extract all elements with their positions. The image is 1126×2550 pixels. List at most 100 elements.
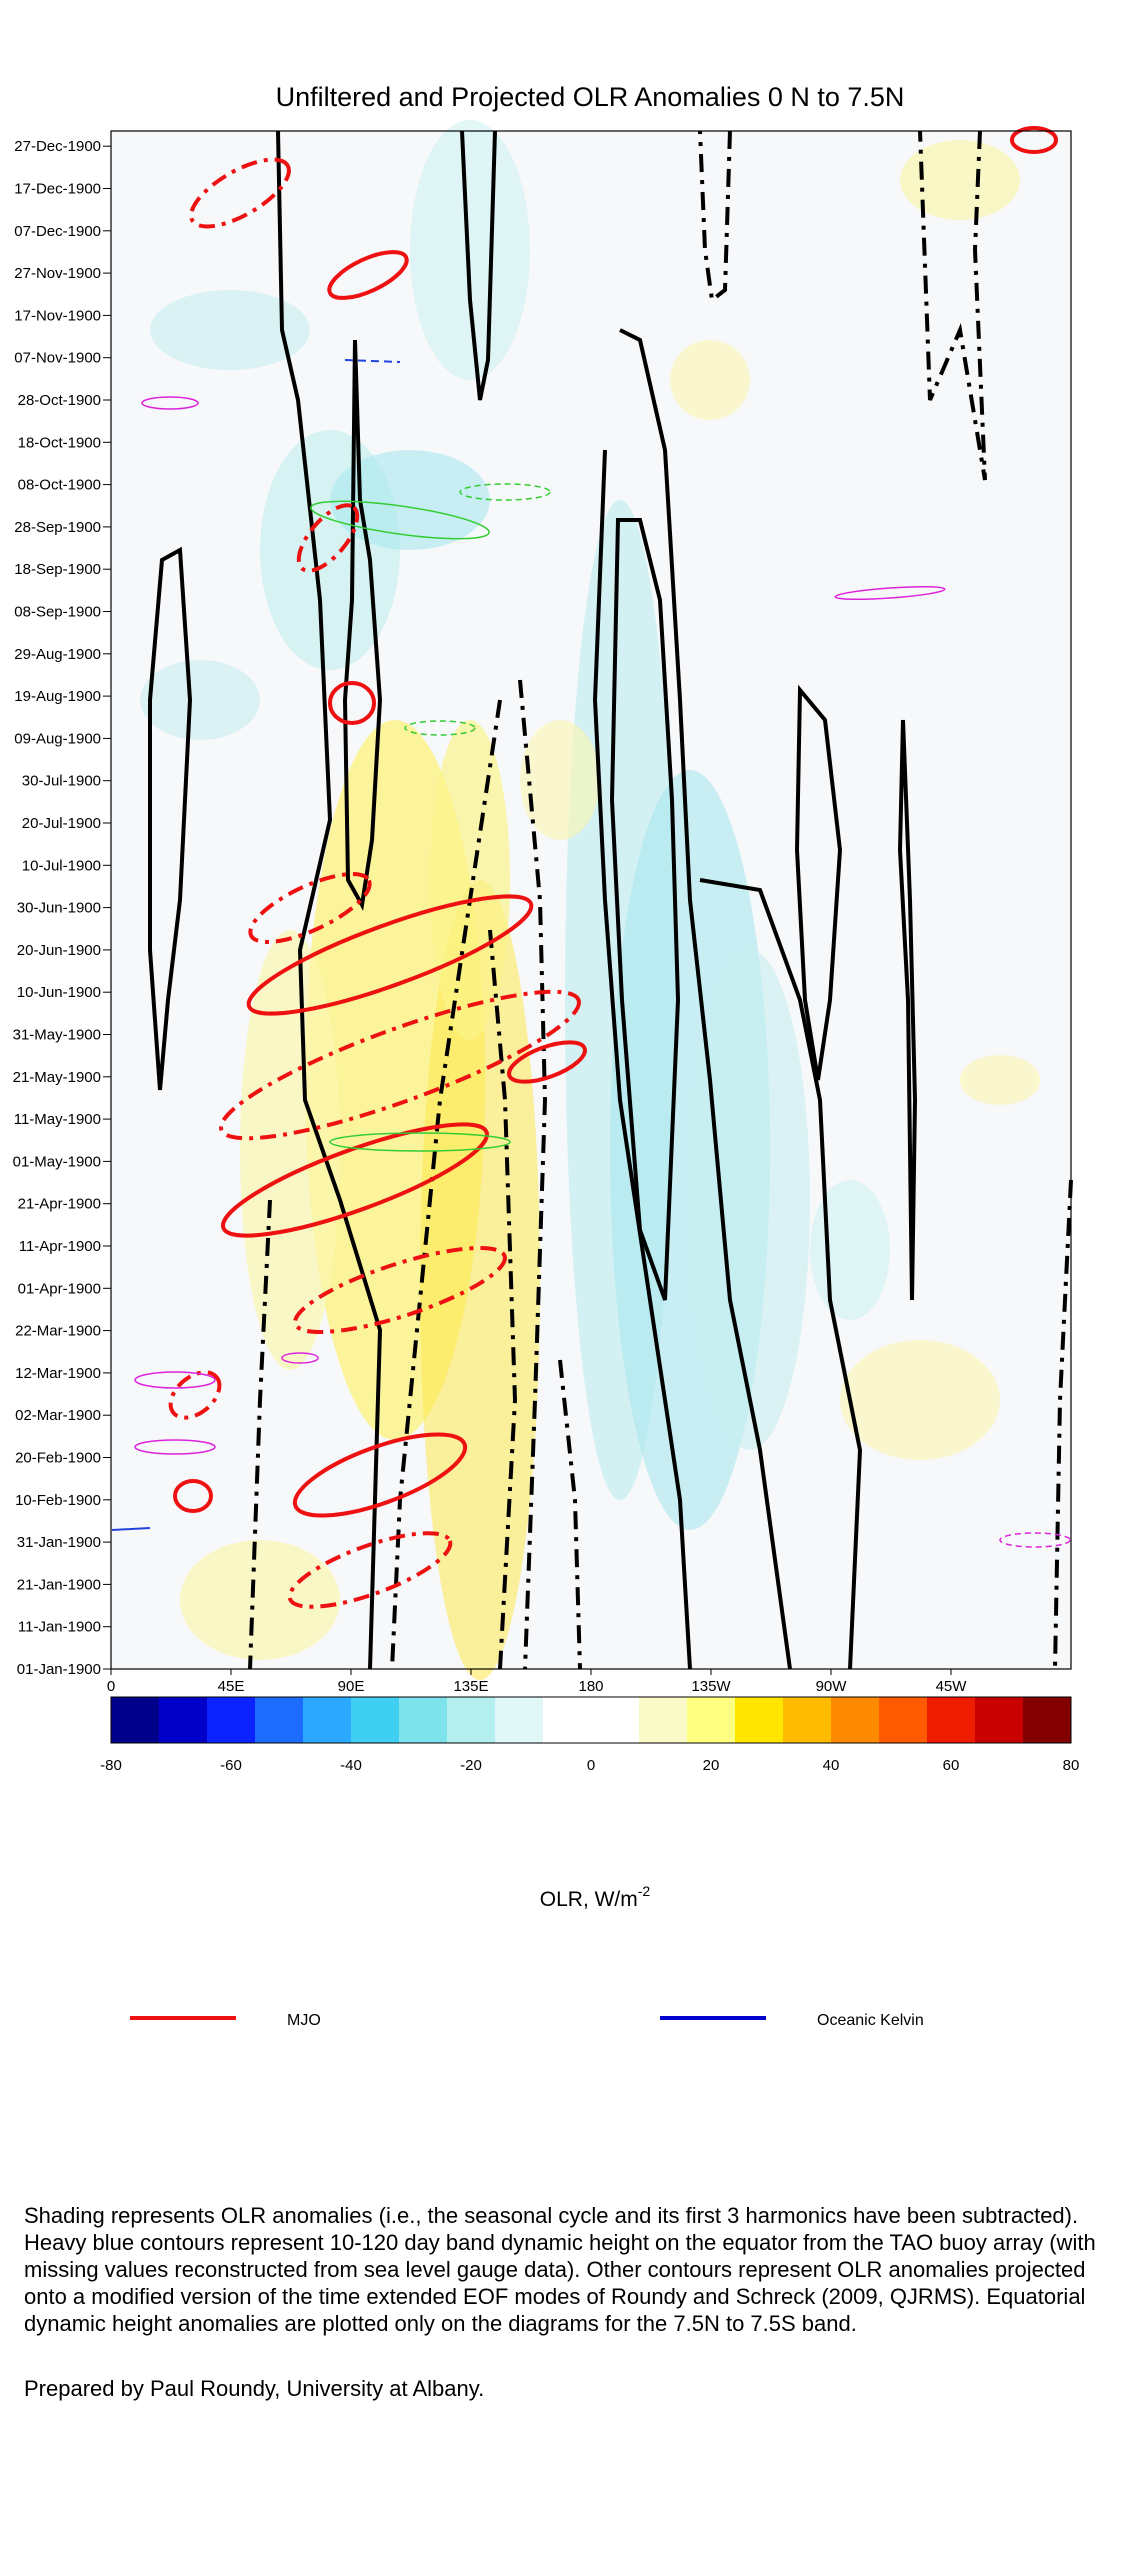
date-tick-label: 27-Nov-1900 xyxy=(14,265,101,282)
date-tick-label: 01-May-1900 xyxy=(13,1153,101,1170)
shading-blob xyxy=(840,1340,1000,1460)
kelvin-contour xyxy=(834,585,946,601)
westward-contour xyxy=(344,359,401,363)
hovmoller-figure: Unfiltered and Projected OLR Anomalies 0… xyxy=(13,82,1080,2029)
date-tick-label: 07-Nov-1900 xyxy=(14,350,101,367)
colorbar-frame xyxy=(110,1696,1072,1744)
colorbar-swatch xyxy=(159,1697,208,1743)
date-tick-label: 21-May-1900 xyxy=(13,1069,101,1086)
legend: MJOEquatorial RossbyKelvinOceanic Kelvin… xyxy=(130,2012,924,2029)
colorbar-swatch xyxy=(351,1697,400,1743)
colorbar-swatch xyxy=(975,1697,1024,1743)
date-tick-label: 07-Dec-1900 xyxy=(14,223,101,240)
date-tick-label: 12-Mar-1900 xyxy=(15,1365,101,1382)
date-tick-label: 18-Oct-1900 xyxy=(18,434,101,451)
lowpass-dashdot-contour xyxy=(248,1199,272,1670)
er-contour xyxy=(329,1132,511,1152)
date-tick-label: 18-Sep-1900 xyxy=(14,561,101,578)
credit-text: Prepared by Paul Roundy, University at A… xyxy=(24,2376,485,2401)
colorbar-label-exponent: -2 xyxy=(638,1883,651,1899)
colorbar-tick-label: 0 xyxy=(587,1757,595,1774)
date-tick-label: 11-May-1900 xyxy=(14,1111,101,1128)
date-tick-label: 09-Aug-1900 xyxy=(14,730,101,747)
colorbar-swatch xyxy=(831,1697,880,1743)
colorbar-tick-label: -20 xyxy=(460,1757,482,1774)
colorbar-swatch xyxy=(255,1697,304,1743)
kelvin-contour xyxy=(999,1532,1071,1548)
shading-blob xyxy=(960,1055,1040,1105)
date-tick-label: 28-Oct-1900 xyxy=(18,392,101,409)
date-tick-label: 29-Aug-1900 xyxy=(14,646,101,663)
colorbar-swatch xyxy=(111,1697,160,1743)
projected-contours xyxy=(111,126,1073,1670)
longitude-tick-label: 45E xyxy=(218,1678,245,1695)
colorbar-swatch xyxy=(735,1697,784,1743)
date-tick-label: 02-Mar-1900 xyxy=(15,1407,101,1424)
colorbar-label: OLR, W/m-2 xyxy=(540,1883,651,1911)
lowpass-contour xyxy=(794,684,843,1081)
colorbar-label-text: OLR, W/m xyxy=(540,1888,638,1911)
shading-blob xyxy=(140,660,260,740)
legend-label: Oceanic Kelvin xyxy=(817,2012,924,2029)
date-tick-label: 01-Apr-1900 xyxy=(18,1280,101,1297)
date-tick-label: 28-Sep-1900 xyxy=(14,519,101,536)
mjo-contour xyxy=(221,1122,489,1238)
date-tick-label: 30-Jun-1900 xyxy=(17,900,101,917)
colorbar-swatch xyxy=(399,1697,448,1743)
er-contour xyxy=(459,483,551,501)
date-tick-label: 31-May-1900 xyxy=(13,1027,101,1044)
colorbar-tick-label: -80 xyxy=(100,1757,122,1774)
colorbar-ticks: -80 -60 -40 -20 0 20 40 60 80 xyxy=(100,1757,1079,1774)
colorbar-swatch xyxy=(927,1697,976,1743)
date-tick-label: 08-Sep-1900 xyxy=(14,604,101,621)
colorbar-swatch xyxy=(783,1697,832,1743)
colorbar-tick-label: 40 xyxy=(823,1757,840,1774)
lowpass-contour xyxy=(609,518,681,1301)
lowpass-contour xyxy=(592,449,692,1670)
lowpass-dashdot-contour xyxy=(518,679,548,1670)
mjo-contour xyxy=(327,250,409,300)
date-tick-label: 27-Dec-1900 xyxy=(14,138,101,155)
mjo-contour xyxy=(1010,126,1058,154)
date-tick-label: 20-Jun-1900 xyxy=(17,942,101,959)
longitude-tick-label: 135E xyxy=(453,1678,488,1695)
colorbar-swatch xyxy=(207,1697,256,1743)
date-tick-label: 11-Apr-1900 xyxy=(19,1238,101,1255)
lowpass-contour xyxy=(619,328,792,1670)
longitude-tick-label: 0 xyxy=(107,1678,115,1695)
er-contour xyxy=(310,500,490,540)
mjo-contour xyxy=(292,1432,468,1518)
mjo-dashdot-contour xyxy=(296,503,360,573)
colorbar-swatch xyxy=(303,1697,352,1743)
mjo-contour xyxy=(507,1040,587,1084)
shading-blob xyxy=(430,720,510,1040)
date-tick-label: 21-Apr-1900 xyxy=(18,1196,101,1213)
shading-blob xyxy=(670,340,750,420)
colorbar-swatch xyxy=(639,1697,688,1743)
mjo-contour xyxy=(173,1479,213,1513)
legend-label: MJO xyxy=(287,2012,321,2029)
lowpass-contour xyxy=(342,339,383,912)
er-contour xyxy=(404,720,476,736)
mjo-dashdot-contour xyxy=(293,1245,507,1335)
date-tick-label: 11-Jan-1900 xyxy=(18,1619,101,1636)
mjo-contour xyxy=(246,894,534,1016)
colorbar-swatch xyxy=(687,1697,736,1743)
mjo-dashdot-contour xyxy=(287,1531,453,1609)
date-tick-label: 20-Jul-1900 xyxy=(22,815,101,832)
colorbar-tick-label: 20 xyxy=(703,1757,720,1774)
kelvin-contour xyxy=(141,396,199,410)
longitude-axis: 0 45E 90E 135E 180 135W 90W 45W xyxy=(107,1669,967,1695)
date-tick-label: 17-Nov-1900 xyxy=(14,307,101,324)
date-tick-label: 21-Jan-1900 xyxy=(17,1576,101,1593)
mjo-dashdot-contour xyxy=(248,872,372,944)
date-tick-label: 31-Jan-1900 xyxy=(17,1534,101,1551)
date-tick-label: 10-Jun-1900 xyxy=(17,984,101,1001)
lowpass-dashdot-contour xyxy=(488,929,518,1670)
date-tick-label: 22-Mar-1900 xyxy=(15,1323,101,1340)
date-tick-label: 01-Jan-1900 xyxy=(17,1661,101,1678)
colorbar-swatch xyxy=(543,1697,592,1743)
colorbar-tick-label: -60 xyxy=(220,1757,242,1774)
colorbar-tick-label: 80 xyxy=(1063,1757,1080,1774)
plot-area xyxy=(110,120,1073,1680)
